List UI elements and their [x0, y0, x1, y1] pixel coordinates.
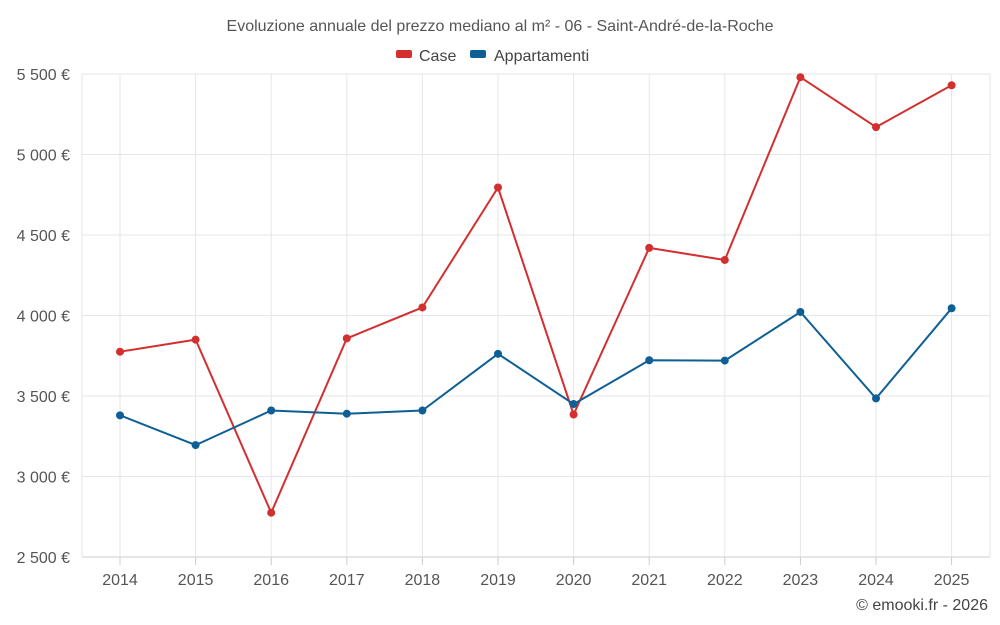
data-point-appartamenti[interactable] [494, 349, 502, 358]
y-tick-label: 3 500 € [17, 389, 70, 406]
data-point-case[interactable] [191, 335, 200, 344]
x-tick-label: 2018 [405, 572, 441, 589]
x-tick-label: 2025 [934, 572, 970, 589]
y-gridlines [82, 73, 990, 558]
x-tick-label: 2023 [783, 572, 819, 589]
data-point-appartamenti[interactable] [720, 356, 729, 365]
x-tick-label: 2019 [480, 572, 516, 589]
y-axis-ticks: 2 500 € 3 000 € 3 500 € 4 000 € 4 500 € 5 000… [17, 67, 70, 567]
legend-item-case[interactable]: Case [396, 48, 456, 65]
credit-text: © emooki.fr - 2026 [856, 597, 988, 614]
legend: Case Appartamenti [396, 48, 589, 65]
legend-item-appartamenti[interactable]: Appartamenti [470, 48, 589, 65]
data-point-appartamenti[interactable] [569, 400, 578, 409]
x-axis-ticks: 2014 2015 2016 2017 2018 2019 2020 2021 2022 2023… [102, 572, 969, 589]
legend-label-appartamenti: Appartamenti [494, 48, 589, 65]
x-tick-label: 2016 [253, 572, 289, 589]
x-tick-label: 2022 [707, 572, 743, 589]
data-point-case[interactable] [872, 123, 880, 132]
chart-title: Evoluzione annuale del prezzo mediano al… [227, 18, 774, 35]
y-tick-label: 4 000 € [17, 309, 70, 326]
x-tick-label: 2021 [631, 572, 667, 589]
series-points [116, 73, 956, 517]
data-point-appartamenti[interactable] [872, 394, 880, 403]
x-tick-label: 2020 [556, 572, 592, 589]
series-lines [119, 76, 953, 514]
y-tick-label: 4 500 € [17, 228, 70, 245]
data-point-appartamenti[interactable] [267, 406, 276, 415]
data-point-case[interactable] [796, 73, 805, 82]
series-line-case [119, 76, 953, 514]
data-point-appartamenti[interactable] [116, 411, 124, 420]
data-point-appartamenti[interactable] [947, 304, 956, 313]
data-point-case[interactable] [116, 347, 124, 356]
x-tick-label: 2014 [102, 572, 138, 589]
data-point-case[interactable] [947, 81, 956, 90]
data-point-case[interactable] [418, 303, 427, 312]
y-tick-label: 5 000 € [17, 148, 70, 165]
legend-label-case: Case [419, 48, 456, 65]
data-point-appartamenti[interactable] [418, 406, 427, 415]
data-point-case[interactable] [645, 243, 654, 252]
legend-swatch-case [396, 50, 412, 58]
data-point-case[interactable] [267, 508, 276, 517]
data-point-case[interactable] [569, 410, 578, 419]
data-point-appartamenti[interactable] [191, 441, 200, 450]
x-tick-label: 2017 [329, 572, 365, 589]
data-point-appartamenti[interactable] [645, 356, 654, 365]
data-point-case[interactable] [494, 183, 502, 192]
data-point-case[interactable] [720, 255, 729, 264]
y-tick-label: 3 000 € [17, 470, 70, 487]
x-gridlines [81, 74, 991, 565]
legend-swatch-appartamenti [470, 50, 486, 58]
data-point-appartamenti[interactable] [342, 409, 351, 418]
x-tick-label: 2024 [858, 572, 894, 589]
x-tick-label: 2015 [178, 572, 214, 589]
series-line-appartamenti [119, 307, 953, 447]
data-point-case[interactable] [342, 334, 351, 343]
y-tick-label: 2 500 € [17, 550, 70, 567]
y-tick-label: 5 500 € [17, 67, 70, 84]
data-point-appartamenti[interactable] [796, 307, 805, 316]
